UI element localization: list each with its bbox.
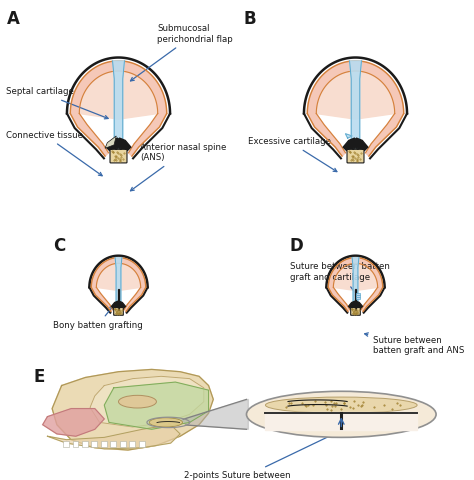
Polygon shape xyxy=(307,114,324,127)
Bar xyxy=(356,298,360,299)
Ellipse shape xyxy=(265,397,417,413)
Polygon shape xyxy=(335,144,346,156)
Polygon shape xyxy=(361,304,367,312)
Polygon shape xyxy=(43,408,104,436)
Polygon shape xyxy=(348,301,363,308)
Ellipse shape xyxy=(118,396,156,408)
Text: Suture between
batten graft and ANS: Suture between batten graft and ANS xyxy=(365,333,465,355)
Bar xyxy=(356,295,360,297)
Polygon shape xyxy=(98,144,109,156)
Polygon shape xyxy=(128,294,142,306)
Polygon shape xyxy=(134,125,159,147)
Polygon shape xyxy=(333,264,378,290)
Polygon shape xyxy=(124,304,130,312)
FancyBboxPatch shape xyxy=(347,149,364,163)
Text: Septal cartilage: Septal cartilage xyxy=(7,87,108,119)
Polygon shape xyxy=(91,288,101,295)
Text: C: C xyxy=(53,237,65,255)
Ellipse shape xyxy=(149,418,182,427)
Bar xyxy=(82,442,88,446)
Text: Suture between batten
graft and cartilage: Suture between batten graft and cartilag… xyxy=(290,263,390,297)
Bar xyxy=(63,442,69,446)
Polygon shape xyxy=(307,61,404,114)
Polygon shape xyxy=(315,125,340,147)
Text: D: D xyxy=(290,237,303,255)
Polygon shape xyxy=(70,61,167,114)
Polygon shape xyxy=(332,294,346,306)
Polygon shape xyxy=(328,288,338,295)
Bar xyxy=(91,442,97,446)
Text: Anterior nasal spine
(ANS): Anterior nasal spine (ANS) xyxy=(130,143,227,191)
Text: Connective tissue: Connective tissue xyxy=(7,131,102,176)
Bar xyxy=(356,293,360,295)
Polygon shape xyxy=(70,114,87,127)
Polygon shape xyxy=(373,288,383,295)
Bar xyxy=(139,442,145,446)
Polygon shape xyxy=(346,134,352,138)
Polygon shape xyxy=(91,258,146,288)
Polygon shape xyxy=(343,138,368,151)
Polygon shape xyxy=(90,376,204,427)
Text: Excessive cartilage: Excessive cartilage xyxy=(248,137,337,172)
Polygon shape xyxy=(387,114,404,127)
FancyBboxPatch shape xyxy=(351,308,360,315)
Text: E: E xyxy=(33,368,45,386)
Text: B: B xyxy=(244,10,256,28)
Polygon shape xyxy=(352,258,359,310)
Polygon shape xyxy=(79,71,158,119)
Text: Bony batten grafting: Bony batten grafting xyxy=(53,306,143,330)
Polygon shape xyxy=(106,138,131,151)
Bar xyxy=(101,442,107,446)
Bar xyxy=(73,442,78,446)
Polygon shape xyxy=(365,294,379,306)
Polygon shape xyxy=(107,304,113,312)
Polygon shape xyxy=(115,258,122,310)
Polygon shape xyxy=(95,294,109,306)
Polygon shape xyxy=(371,125,396,147)
Polygon shape xyxy=(365,144,376,156)
Polygon shape xyxy=(104,382,209,429)
Polygon shape xyxy=(349,61,362,153)
Bar xyxy=(120,442,126,446)
Polygon shape xyxy=(128,144,139,156)
Polygon shape xyxy=(47,425,180,449)
Bar xyxy=(355,288,356,310)
FancyBboxPatch shape xyxy=(114,308,123,315)
Circle shape xyxy=(246,391,436,437)
Bar xyxy=(118,288,119,310)
Text: Submucosal
perichondrial flap: Submucosal perichondrial flap xyxy=(130,24,233,81)
Polygon shape xyxy=(150,114,167,127)
Polygon shape xyxy=(112,61,125,153)
Polygon shape xyxy=(265,412,417,431)
Text: 2-points Suture between
batten graft and ANS: 2-points Suture between batten graft and… xyxy=(184,432,337,480)
Polygon shape xyxy=(328,258,383,288)
Bar xyxy=(129,442,135,446)
Polygon shape xyxy=(96,264,141,290)
Polygon shape xyxy=(316,71,395,119)
Polygon shape xyxy=(105,136,116,148)
Text: A: A xyxy=(7,10,19,28)
Polygon shape xyxy=(52,370,213,450)
Polygon shape xyxy=(111,301,126,308)
Polygon shape xyxy=(344,304,350,312)
Polygon shape xyxy=(136,288,146,295)
Bar xyxy=(110,442,116,446)
Polygon shape xyxy=(78,125,103,147)
FancyBboxPatch shape xyxy=(110,149,127,163)
Polygon shape xyxy=(181,399,248,429)
